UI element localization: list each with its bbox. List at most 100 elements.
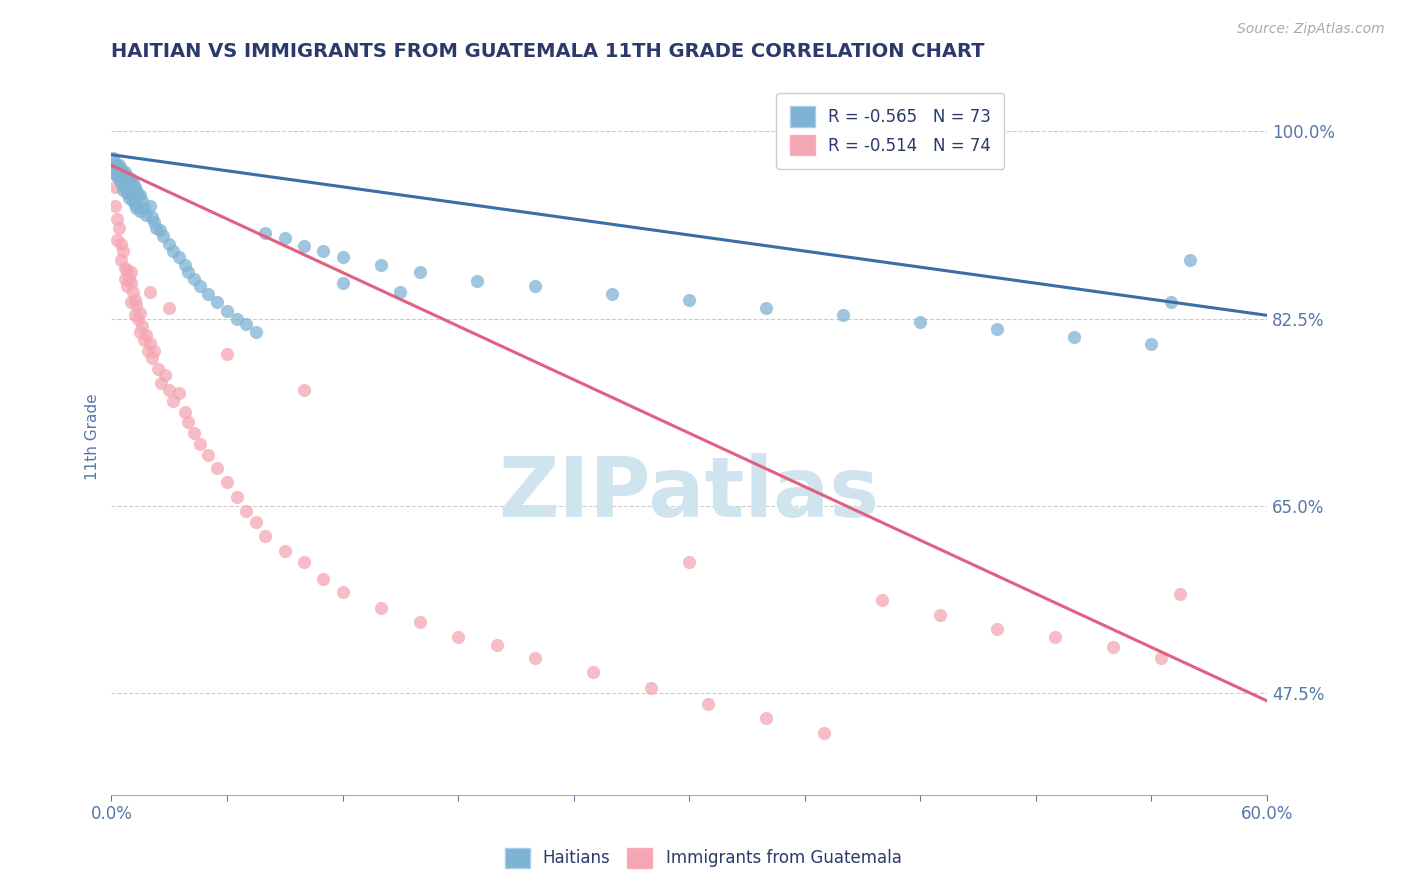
Point (207, 461, 229, 475)
Point (134, 333, 156, 347)
Point (135, 208, 157, 222)
Point (928, 608, 950, 623)
Point (121, 194, 143, 208)
Point (121, 176, 143, 190)
Point (105, 158, 128, 172)
Point (124, 197, 146, 211)
Point (167, 251, 190, 265)
Point (139, 199, 162, 213)
Text: HAITIAN VS IMMIGRANTS FROM GUATEMALA 11TH GRADE CORRELATION CHART: HAITIAN VS IMMIGRANTS FROM GUATEMALA 11T… (111, 42, 986, 61)
Text: Source: ZipAtlas.com: Source: ZipAtlas.com (1237, 22, 1385, 37)
Point (111, 183, 134, 197)
Point (678, 293, 700, 308)
Point (136, 343, 159, 358)
Point (146, 362, 169, 376)
Legend: R = -0.565   N = 73, R = -0.514   N = 74: R = -0.565 N = 73, R = -0.514 N = 74 (776, 93, 1004, 169)
Point (678, 555, 700, 569)
Point (640, 681, 662, 695)
Point (245, 515, 267, 529)
Point (124, 179, 146, 194)
Point (225, 491, 247, 505)
Point (1101, 640, 1123, 655)
Point (141, 351, 163, 366)
Point (115, 186, 138, 201)
Point (1063, 330, 1085, 344)
Point (111, 244, 134, 258)
Point (118, 172, 141, 186)
Point (120, 276, 142, 290)
Point (177, 265, 200, 279)
Point (127, 188, 149, 202)
Point (103, 151, 125, 165)
Point (157, 236, 180, 251)
Point (1150, 651, 1173, 665)
Point (524, 651, 547, 665)
Point (141, 210, 163, 224)
Point (813, 726, 835, 740)
Point (312, 244, 335, 258)
Point (104, 199, 127, 213)
Point (110, 236, 132, 251)
Point (118, 272, 141, 286)
Point (254, 226, 277, 240)
Point (104, 167, 127, 181)
Point (111, 165, 134, 179)
Point (114, 272, 136, 286)
Point (183, 426, 205, 441)
Point (105, 211, 128, 226)
Point (108, 158, 131, 172)
Point (910, 315, 932, 329)
Point (465, 274, 488, 288)
Point (215, 304, 238, 318)
Legend: Haitians, Immigrants from Guatemala: Haitians, Immigrants from Guatemala (498, 841, 908, 875)
Point (292, 555, 315, 569)
Point (131, 194, 153, 208)
Point (120, 172, 142, 186)
Point (129, 306, 152, 320)
Point (134, 201, 156, 215)
Point (148, 222, 170, 236)
Point (447, 630, 470, 644)
Point (125, 201, 148, 215)
Point (408, 265, 430, 279)
Point (370, 600, 392, 615)
Point (103, 165, 125, 179)
Point (870, 593, 893, 607)
Point (157, 384, 180, 398)
Point (235, 504, 257, 518)
Point (755, 301, 778, 315)
Point (162, 244, 184, 258)
Point (274, 544, 297, 558)
Point (108, 172, 131, 186)
Point (118, 190, 141, 204)
Point (600, 286, 623, 301)
Point (332, 276, 354, 290)
Point (150, 376, 173, 390)
Point (292, 238, 315, 252)
Point (524, 279, 547, 293)
Point (129, 188, 152, 202)
Point (274, 231, 297, 245)
Point (139, 336, 162, 351)
Point (292, 384, 315, 398)
Point (110, 161, 132, 176)
Point (332, 251, 354, 265)
Point (111, 169, 134, 183)
Point (755, 711, 778, 725)
Point (1178, 252, 1201, 267)
Point (139, 285, 162, 299)
Point (114, 165, 136, 179)
Point (245, 326, 267, 340)
Point (207, 295, 229, 310)
Point (408, 615, 430, 629)
Point (188, 437, 211, 451)
Point (832, 309, 855, 323)
Point (103, 161, 125, 176)
Point (215, 475, 238, 490)
Point (1168, 587, 1191, 601)
Point (389, 285, 412, 299)
Point (177, 416, 200, 430)
Point (121, 285, 143, 299)
Point (114, 261, 136, 276)
Point (115, 279, 138, 293)
